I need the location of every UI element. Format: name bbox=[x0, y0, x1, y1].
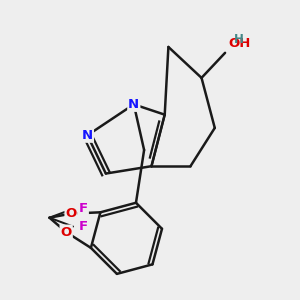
Text: F: F bbox=[79, 220, 88, 233]
Text: O: O bbox=[61, 226, 72, 238]
Text: OH: OH bbox=[228, 37, 250, 50]
Text: F: F bbox=[79, 202, 88, 215]
Text: N: N bbox=[82, 129, 93, 142]
Text: O: O bbox=[65, 207, 77, 220]
Text: H: H bbox=[233, 33, 243, 46]
Text: N: N bbox=[128, 98, 140, 111]
